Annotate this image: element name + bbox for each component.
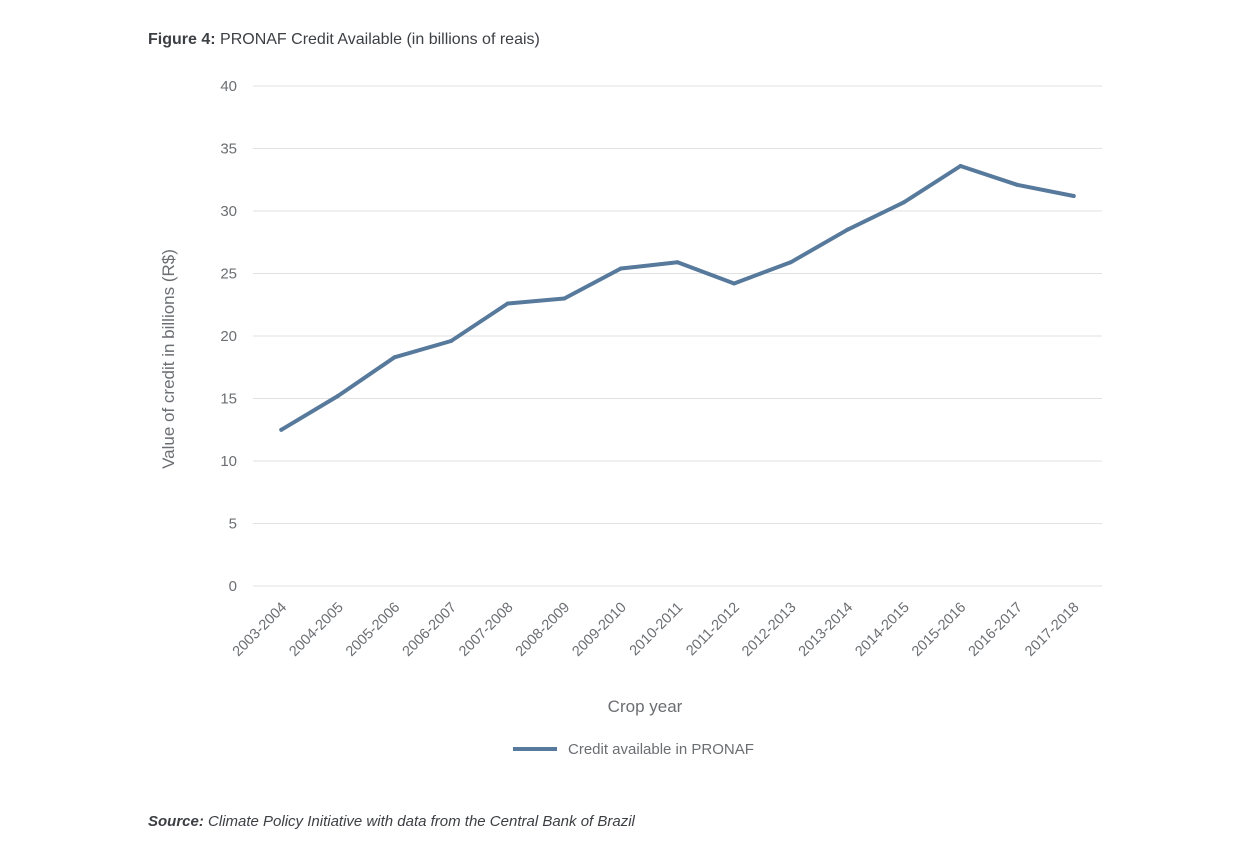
data-point	[732, 281, 737, 286]
x-tick-label: 2010-2011	[627, 600, 687, 660]
y-tick-label: 20	[220, 328, 237, 345]
line-chart: 0 5 10 15 20 25 30 35 40 2003-20042004-20052005-…	[159, 78, 1102, 758]
x-tick-label: 2012-2013	[739, 600, 799, 660]
data-point	[1071, 194, 1076, 198]
legend: Credit available in PRONAF	[513, 741, 754, 758]
x-tick-label: 2015-2016	[909, 600, 969, 660]
data-point	[901, 200, 906, 205]
y-tick-label: 10	[220, 453, 237, 470]
data-point	[675, 260, 680, 265]
y-tick-label: 35	[220, 141, 237, 158]
x-tick-label: 2008-2009	[513, 600, 573, 660]
series-group	[279, 164, 1076, 432]
y-tick-label: 0	[229, 578, 237, 595]
figure-caption: PRONAF Credit Available (in billions of …	[220, 31, 540, 48]
gridlines	[253, 85, 1102, 587]
source-label: Source:	[148, 813, 204, 830]
figure-title: Figure 4: PRONAF Credit Available (in bi…	[148, 31, 540, 49]
series-line-0	[279, 164, 1076, 432]
data-point	[449, 339, 454, 343]
y-tick-label: 25	[220, 266, 237, 283]
x-tick-label: 2007-2008	[456, 600, 516, 660]
y-tick-label: 30	[220, 203, 237, 220]
x-axis-title: Crop year	[608, 697, 683, 716]
x-tick-label: 2006-2007	[400, 600, 460, 660]
y-tick-labels: 0 5 10 15 20 25 30 35 40	[220, 78, 237, 595]
data-point	[279, 427, 284, 432]
source-text: Climate Policy Initiative with data from…	[208, 813, 635, 830]
y-tick-label: 5	[229, 516, 237, 533]
y-tick-label: 40	[220, 78, 237, 95]
x-tick-label: 2011-2012	[683, 600, 743, 660]
x-tick-label: 2004-2005	[286, 600, 346, 660]
x-tick-label: 2016-2017	[966, 600, 1026, 660]
x-tick-label: 2003-2004	[230, 600, 290, 660]
data-point	[1015, 182, 1020, 187]
figure-label: Figure 4:	[148, 31, 216, 48]
x-tick-label: 2014-2015	[852, 600, 912, 660]
y-axis-title: Value of credit in billions (R$)	[159, 249, 178, 469]
data-point	[505, 301, 510, 306]
legend-label: Credit available in PRONAF	[568, 741, 754, 758]
data-point	[335, 394, 340, 398]
y-tick-label: 15	[220, 391, 237, 408]
data-point	[788, 260, 793, 265]
x-tick-label: 2013-2014	[796, 600, 856, 660]
data-point	[562, 296, 567, 301]
x-tick-labels: 2003-20042004-20052005-20062006-20072007…	[230, 600, 1083, 660]
x-tick-label: 2017-2018	[1022, 600, 1082, 660]
data-point	[392, 355, 397, 360]
source-note: Source: Climate Policy Initiative with d…	[148, 813, 635, 830]
data-point	[958, 164, 963, 168]
data-point	[845, 227, 850, 232]
x-tick-label: 2009-2010	[569, 600, 629, 660]
data-point	[618, 266, 623, 271]
x-tick-label: 2005-2006	[343, 600, 403, 660]
